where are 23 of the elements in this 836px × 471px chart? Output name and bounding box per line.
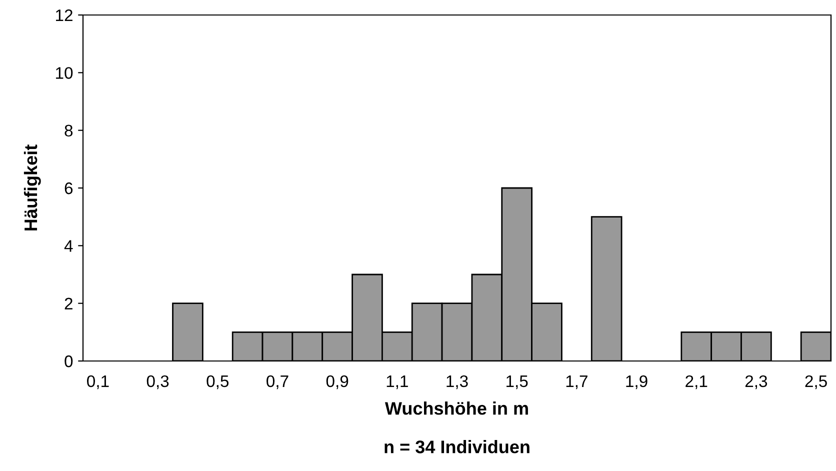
x-tick-label: 0,7 (266, 375, 288, 390)
y-axis-title: Häufigkeit (24, 144, 41, 230)
x-tick-label: 0,9 (326, 375, 348, 390)
y-tick-label: 0 (64, 355, 73, 368)
x-tick-label: 1,9 (626, 375, 648, 390)
x-tick-label: 1,7 (566, 376, 588, 390)
y-tick-label: 6 (64, 182, 73, 194)
text: n = 34 Individuen (384, 440, 530, 454)
x-tick-label: 1,5 (506, 376, 528, 390)
y-tick-label: 2 (64, 298, 72, 310)
y-tick-label: 4 (64, 240, 73, 252)
x-tick-label: 0,3 (146, 375, 169, 390)
y-tick-label: 8 (64, 124, 73, 137)
x-tick-label: 2,3 (745, 375, 768, 390)
y-tick-label: 10 (56, 67, 73, 79)
x-tick-label: 1,1 (386, 376, 408, 390)
x-tick-label: 0,1 (87, 375, 109, 390)
x-tick-label: 1,3 (446, 375, 468, 390)
y-tick-label: 12 (56, 9, 72, 22)
x-axis-title: Wuchshöhe in m (384, 402, 528, 415)
x-tick-label: 0,5 (206, 375, 229, 390)
x-tick-label: 2,1 (686, 375, 708, 390)
x-tick-label: 2,5 (805, 375, 827, 390)
